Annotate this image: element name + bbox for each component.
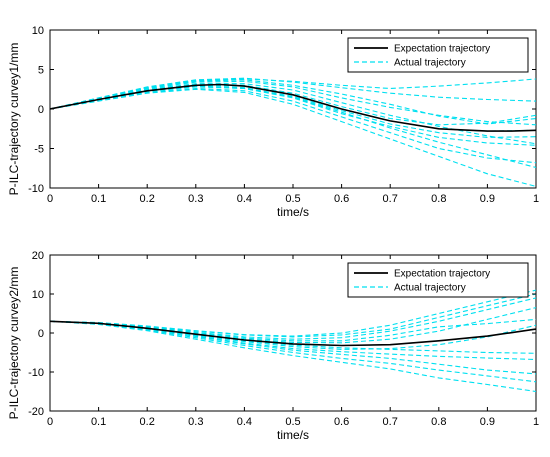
x-tick-label: 0.6	[334, 193, 349, 205]
x-tick-label: 0.1	[91, 193, 106, 205]
x-tick-label: 0.8	[431, 416, 446, 428]
actual-trajectory-line-10	[50, 79, 536, 125]
x-tick-label: 0.9	[480, 416, 495, 428]
actual-trajectory-line-6	[50, 320, 536, 383]
y-tick-label: 0	[38, 104, 44, 116]
y-tick-label: 20	[32, 250, 44, 262]
legend-box	[347, 262, 529, 298]
x-tick-label: 0.5	[285, 193, 300, 205]
x-tick-label: 0.3	[188, 416, 203, 428]
x-tick-label: 0.9	[480, 193, 495, 205]
series-group	[50, 77, 536, 187]
actual-trajectory-line-3	[50, 289, 536, 337]
y-axis-label: P-ILC-trajectory curvey1/mm	[7, 43, 21, 196]
series-group	[50, 289, 536, 393]
x-tick-label: 1	[533, 193, 539, 205]
legend-box	[347, 37, 529, 73]
legend-entry: Actual trajectory	[394, 58, 466, 69]
actual-trajectory-line-7	[50, 88, 536, 187]
legend: Expectation trajectory Actual trajectory	[347, 37, 529, 73]
x-tick-label: 0.8	[431, 193, 446, 205]
y-tick-label: -10	[28, 367, 44, 379]
x-tick-label: 0	[47, 193, 53, 205]
x-tick-label: 0	[47, 416, 53, 428]
y-tick-label: 10	[32, 25, 44, 37]
x-tick-label: 0.3	[188, 193, 203, 205]
chart-top: 0 0.1 0.2 0.3 0.4 0.5 0.6 0.7 0.8 0.9 1 -10 -5 0 5 10 ti…	[7, 25, 539, 219]
x-tick-label: 0.7	[383, 193, 398, 205]
x-axis-label: time/s	[277, 428, 309, 442]
x-tick-label: 0.2	[140, 416, 155, 428]
x-tick-label: 0.4	[237, 193, 252, 205]
y-axis-label: P-ILC-trajectory curvey2/mm	[7, 267, 21, 420]
expectation-trajectory-line	[50, 320, 536, 347]
x-tick-label: 0.2	[140, 193, 155, 205]
y-tick-label: 10	[32, 289, 44, 301]
legend-entry: Expectation trajectory	[394, 44, 490, 55]
legend-entry: Actual trajectory	[394, 283, 466, 294]
x-tick-label: 0.4	[237, 416, 252, 428]
x-tick-label: 0.7	[383, 416, 398, 428]
y-tick-label: -5	[34, 144, 44, 156]
expectation-trajectory-line	[50, 83, 536, 132]
legend: Expectation trajectory Actual trajectory	[347, 262, 529, 298]
actual-trajectory-line-7	[50, 320, 536, 393]
chart-bottom: 0 0.1 0.2 0.3 0.4 0.5 0.6 0.7 0.8 0.9 1 -20 -10 0 10 20…	[7, 250, 539, 442]
y-tick-label: -10	[28, 183, 44, 195]
x-tick-label: 0.6	[334, 416, 349, 428]
x-tick-label: 0.5	[285, 416, 300, 428]
x-axis-label: time/s	[277, 205, 309, 219]
x-tick-label: 0.1	[91, 416, 106, 428]
y-tick-label: 0	[38, 328, 44, 340]
x-tick-label: 1	[533, 416, 539, 428]
y-tick-label: 5	[38, 65, 44, 77]
legend-entry: Expectation trajectory	[394, 269, 490, 280]
y-tick-label: -20	[28, 406, 44, 418]
